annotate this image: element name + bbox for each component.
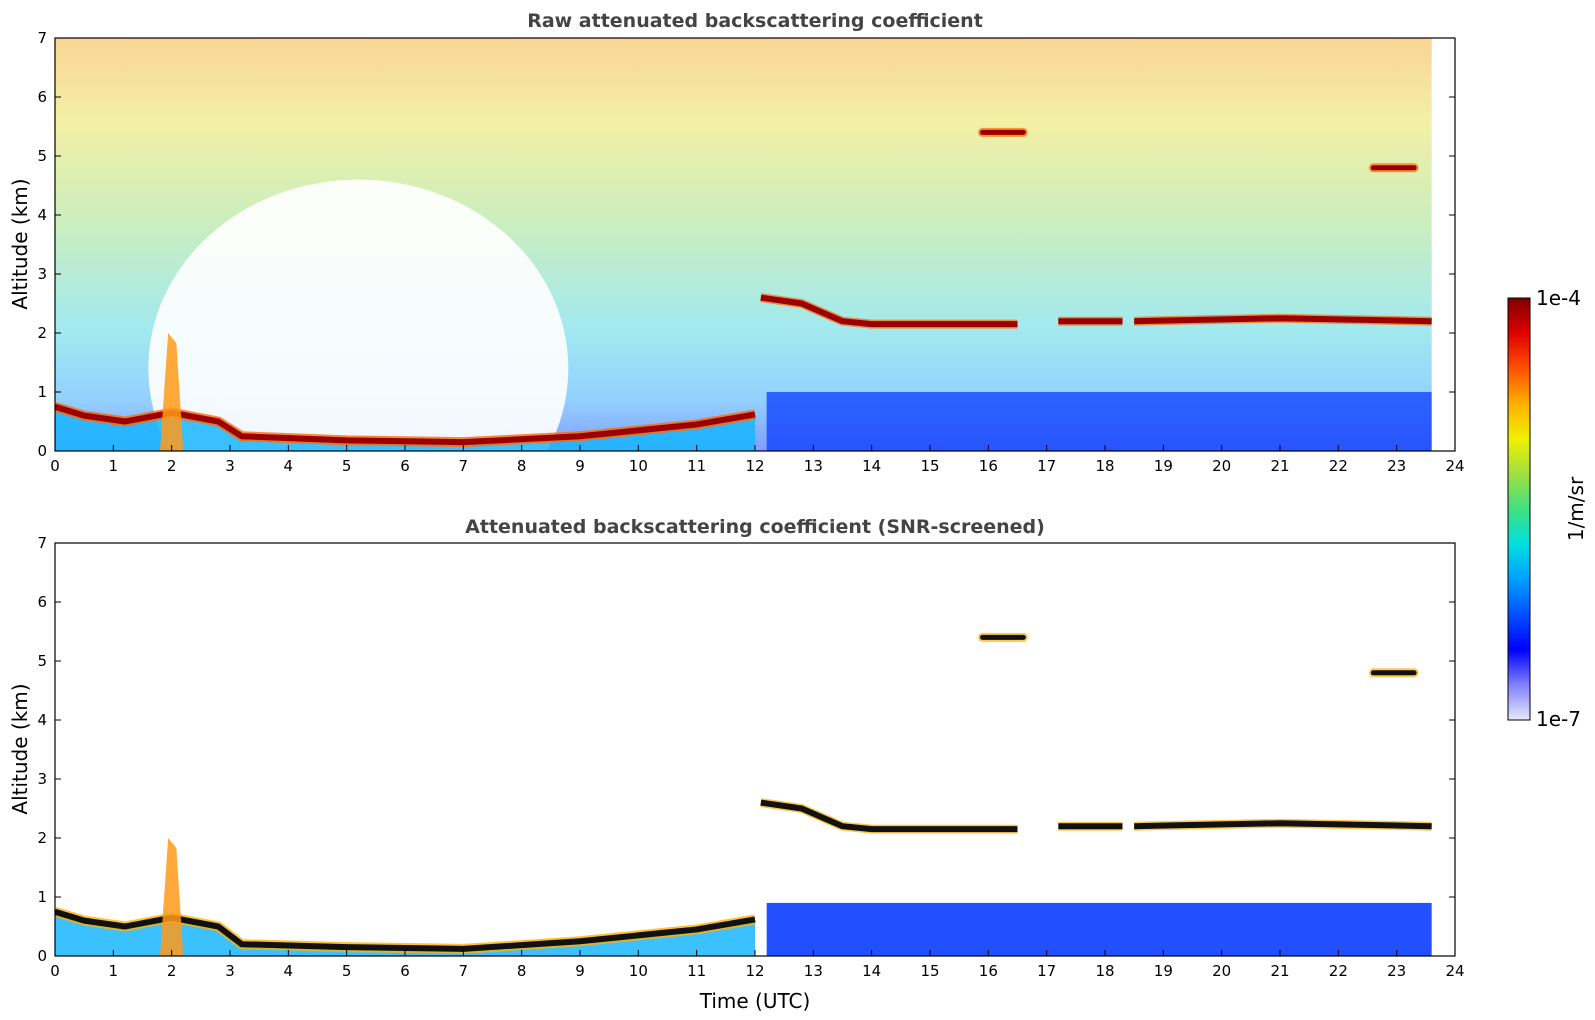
top-panel-x-tick-label-2: 2: [167, 457, 177, 475]
bottom-panel-x-tick-label-15: 15: [920, 962, 939, 980]
top-panel-x-tick-label-18: 18: [1095, 457, 1114, 475]
top-panel-x-tick-label-3: 3: [225, 457, 235, 475]
bottom-panel-y-tick-label-0: 0: [37, 947, 47, 965]
bottom-panel-x-tick-label-5: 5: [342, 962, 352, 980]
top-panel-x-tick-label-6: 6: [400, 457, 410, 475]
bottom-panel-surface-band: [766, 902, 1432, 956]
top-panel-x-tick-label-24: 24: [1445, 457, 1464, 475]
bottom-panel-plot-area: [55, 632, 1432, 956]
colorbar-unit-label: 1/m/sr: [1564, 476, 1588, 541]
bottom-panel-x-tick-label-17: 17: [1037, 962, 1056, 980]
bottom-panel-aerosol-plume-6: [160, 838, 184, 956]
top-panel-y-ticks: 0 1 2 3 4 5 6 7: [37, 29, 1455, 460]
colorbar-bar: [1507, 297, 1531, 721]
top-panel-boundary-layer-top-0: [55, 403, 756, 446]
bottom-panel-y-tick-label-5: 5: [37, 652, 47, 670]
colorbar: 1e-4 1e-7 1/m/sr: [1507, 286, 1588, 731]
bottom-panel-y-tick-label-7: 7: [37, 534, 47, 552]
top-panel-y-tick-label-2: 2: [37, 324, 47, 342]
top-panel-x-tick-label-13: 13: [804, 457, 823, 475]
bottom-panel-y-tick-label-3: 3: [37, 770, 47, 788]
top-panel-title: Raw attenuated backscattering coefficien…: [527, 10, 983, 32]
top-panel-y-tick-label-7: 7: [37, 29, 47, 47]
bottom-panel-x-tick-label-6: 6: [400, 962, 410, 980]
colorbar-max-label: 1e-4: [1536, 286, 1581, 310]
bottom-panel-y-label: Altitude (km): [8, 683, 32, 814]
top-panel-y-tick-label-4: 4: [37, 206, 47, 224]
bottom-panel-title: Attenuated backscattering coefficient (S…: [465, 516, 1045, 538]
bottom-panel-x-tick-label-20: 20: [1212, 962, 1231, 980]
top-panel-x-tick-label-22: 22: [1329, 457, 1348, 475]
bottom-panel-x-tick-label-9: 9: [575, 962, 585, 980]
bottom-panel-y-tick-label-2: 2: [37, 829, 47, 847]
top-panel-x-tick-label-15: 15: [920, 457, 939, 475]
top-panel-y-tick-label-3: 3: [37, 265, 47, 283]
bottom-panel-y-tick-label-4: 4: [37, 711, 47, 729]
top-panel-x-tick-label-7: 7: [459, 457, 469, 475]
bottom-panel-x-ticks: 0 1 2 3 4 5 6 7 8 9 10 11 12 13 14 15 16 17 18 19 20 21 22 23 24: [50, 950, 1465, 980]
top-panel-x-tick-label-19: 19: [1154, 457, 1173, 475]
top-panel-x-tick-label-11: 11: [687, 457, 706, 475]
bottom-panel-y-tick-label-6: 6: [37, 593, 47, 611]
bottom-panel-x-tick-label-14: 14: [862, 962, 881, 980]
bottom-panel-x-tick-label-23: 23: [1387, 962, 1406, 980]
bottom-panel-y-tick-label-1: 1: [37, 888, 47, 906]
top-panel-x-tick-label-4: 4: [284, 457, 294, 475]
bottom-panel-x-tick-label-4: 4: [284, 962, 294, 980]
top-panel-x-tick-label-10: 10: [629, 457, 648, 475]
bottom-panel-x-tick-label-2: 2: [167, 962, 177, 980]
top-panel-x-ticks: 0 1 2 3 4 5 6 7 8 9 10 11 12 13 14 15 16 17 18 19 20 21 22 23 24: [50, 445, 1465, 475]
bottom-panel-x-tick-label-13: 13: [804, 962, 823, 980]
top-panel-x-tick-label-20: 20: [1212, 457, 1231, 475]
bottom-panel-x-tick-label-1: 1: [109, 962, 119, 980]
bottom-panel-x-tick-label-19: 19: [1154, 962, 1173, 980]
bottom-panel-x-tick-label-8: 8: [517, 962, 527, 980]
bottom-panel-x-tick-label-21: 21: [1270, 962, 1289, 980]
top-panel-y-tick-label-5: 5: [37, 147, 47, 165]
top-panel-x-tick-label-12: 12: [745, 457, 764, 475]
bottom-panel-x-tick-label-11: 11: [687, 962, 706, 980]
bottom-panel-x-tick-label-12: 12: [745, 962, 764, 980]
colorbar-min-label: 1e-7: [1536, 707, 1581, 731]
top-panel-y-tick-label-6: 6: [37, 88, 47, 106]
top-panel-x-tick-label-0: 0: [50, 457, 60, 475]
top-panel-x-tick-label-1: 1: [109, 457, 119, 475]
top-panel-aerosol-plume-6: [160, 333, 184, 451]
bottom-panel-x-tick-label-7: 7: [459, 962, 469, 980]
top-panel-y-tick-label-0: 0: [37, 442, 47, 460]
bottom-panel-x-tick-label-10: 10: [629, 962, 648, 980]
top-panel-x-tick-label-9: 9: [575, 457, 585, 475]
top-panel-plot-area: [55, 38, 1432, 451]
top-panel-x-tick-label-5: 5: [342, 457, 352, 475]
bottom-panel-x-tick-label-18: 18: [1095, 962, 1114, 980]
bottom-panel-x-label: Time (UTC): [699, 989, 811, 1013]
top-panel-x-tick-label-17: 17: [1037, 457, 1056, 475]
top-panel-surface-band: [766, 392, 1432, 451]
top-panel-cloud-layer-1: [760, 294, 1018, 328]
top-panel-clear-region: [148, 179, 569, 451]
top-panel: Raw attenuated backscattering coefficien…: [8, 10, 1465, 475]
top-panel-x-tick-label-16: 16: [979, 457, 998, 475]
bottom-panel-x-tick-label-22: 22: [1329, 962, 1348, 980]
bottom-panel-frame: [54, 542, 1456, 957]
bottom-panel-boundary-layer-top-0: [55, 908, 756, 952]
top-panel-y-label: Altitude (km): [8, 178, 32, 309]
bottom-panel-x-tick-label-0: 0: [50, 962, 60, 980]
bottom-panel-y-ticks: 0 1 2 3 4 5 6 7: [37, 534, 1455, 965]
bottom-panel: Attenuated backscattering coefficient (S…: [8, 516, 1465, 1013]
top-panel-x-tick-label-21: 21: [1270, 457, 1289, 475]
bottom-panel-x-tick-label-3: 3: [225, 962, 235, 980]
top-panel-x-tick-label-23: 23: [1387, 457, 1406, 475]
top-panel-y-tick-label-1: 1: [37, 383, 47, 401]
bottom-panel-cloud-layer-1: [760, 799, 1018, 833]
bottom-panel-x-tick-label-24: 24: [1445, 962, 1464, 980]
top-panel-x-tick-label-8: 8: [517, 457, 527, 475]
top-panel-cloud-layer-3: [1134, 315, 1432, 325]
bottom-panel-cloud-layer-3: [1134, 820, 1432, 830]
bottom-panel-x-tick-label-16: 16: [979, 962, 998, 980]
top-panel-x-tick-label-14: 14: [862, 457, 881, 475]
